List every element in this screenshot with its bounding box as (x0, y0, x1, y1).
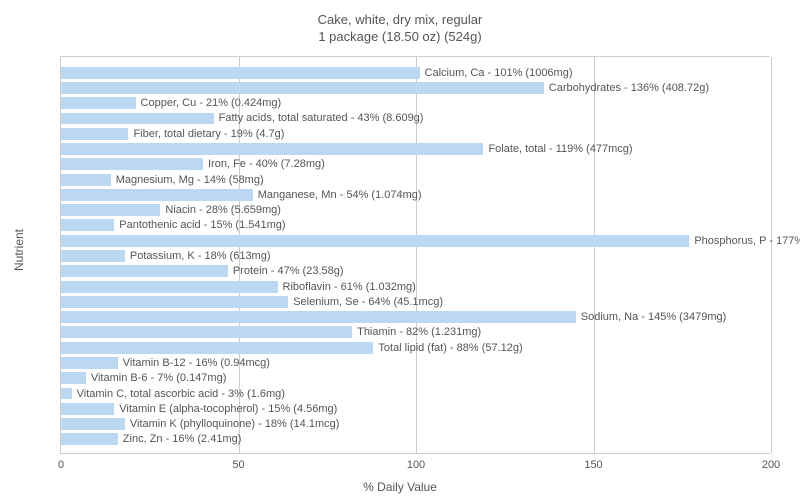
bar-label: Niacin - 28% (5.659mg) (165, 204, 281, 216)
bar-label: Vitamin C, total ascorbic acid - 3% (1.6… (77, 388, 285, 400)
bar-label: Thiamin - 82% (1.231mg) (357, 326, 481, 338)
bar-label: Carbohydrates - 136% (408.72g) (549, 82, 709, 94)
bar (61, 265, 228, 277)
bar-label: Zinc, Zn - 16% (2.41mg) (123, 433, 242, 445)
x-axis-label: % Daily Value (0, 480, 800, 494)
bar (61, 143, 483, 155)
bar-label: Magnesium, Mg - 14% (58mg) (116, 174, 264, 186)
bar-label: Vitamin E (alpha-tocopherol) - 15% (4.56… (119, 403, 337, 415)
bar (61, 403, 114, 415)
bar (61, 113, 214, 125)
y-axis-label: Nutrient (12, 229, 26, 271)
bar-label: Pantothenic acid - 15% (1.541mg) (119, 219, 285, 231)
bar (61, 357, 118, 369)
bar-label: Vitamin K (phylloquinone) - 18% (14.1mcg… (130, 418, 340, 430)
bar (61, 219, 114, 231)
bar (61, 158, 203, 170)
title-line1: Cake, white, dry mix, regular (0, 12, 800, 29)
x-tick-label: 200 (762, 459, 780, 471)
plot-area: 050100150200Calcium, Ca - 101% (1006mg)C… (60, 56, 770, 454)
x-tick-label: 50 (232, 459, 244, 471)
bar-label: Phosphorus, P - 177% (1766mg) (694, 235, 800, 247)
bar (61, 189, 253, 201)
bar (61, 235, 689, 247)
bar-label: Protein - 47% (23.58g) (233, 265, 344, 277)
bar-label: Fatty acids, total saturated - 43% (8.60… (219, 112, 424, 124)
bar (61, 204, 160, 216)
bar-label: Fiber, total dietary - 19% (4.7g) (133, 128, 284, 140)
x-tick-label: 150 (584, 459, 602, 471)
bar-label: Folate, total - 119% (477mcg) (488, 143, 632, 155)
bar (61, 433, 118, 445)
bar (61, 342, 373, 354)
bar (61, 97, 136, 109)
bar (61, 174, 111, 186)
chart-title: Cake, white, dry mix, regular 1 package … (0, 12, 800, 46)
bar-label: Vitamin B-6 - 7% (0.147mg) (91, 372, 227, 384)
gridline (771, 57, 772, 453)
bar (61, 388, 72, 400)
bar-label: Iron, Fe - 40% (7.28mg) (208, 158, 325, 170)
bar (61, 67, 420, 79)
bar-label: Vitamin B-12 - 16% (0.94mcg) (123, 357, 270, 369)
bar (61, 250, 125, 262)
gridline (594, 57, 595, 453)
bar-label: Calcium, Ca - 101% (1006mg) (425, 67, 573, 79)
bar-label: Potassium, K - 18% (613mg) (130, 250, 271, 262)
title-line2: 1 package (18.50 oz) (524g) (0, 29, 800, 46)
bar (61, 311, 576, 323)
bar-label: Riboflavin - 61% (1.032mg) (283, 281, 416, 293)
bar (61, 82, 544, 94)
bar-label: Sodium, Na - 145% (3479mg) (581, 311, 727, 323)
bar (61, 128, 128, 140)
bar (61, 418, 125, 430)
bar-label: Manganese, Mn - 54% (1.074mg) (258, 189, 422, 201)
bar-label: Total lipid (fat) - 88% (57.12g) (378, 342, 522, 354)
x-tick-label: 0 (58, 459, 64, 471)
bar (61, 296, 288, 308)
bar-label: Selenium, Se - 64% (45.1mcg) (293, 296, 443, 308)
bar (61, 372, 86, 384)
bar (61, 326, 352, 338)
bar (61, 281, 278, 293)
x-tick-label: 100 (407, 459, 425, 471)
nutrient-chart: Cake, white, dry mix, regular 1 package … (0, 0, 800, 500)
bar-label: Copper, Cu - 21% (0.424mg) (141, 97, 282, 109)
